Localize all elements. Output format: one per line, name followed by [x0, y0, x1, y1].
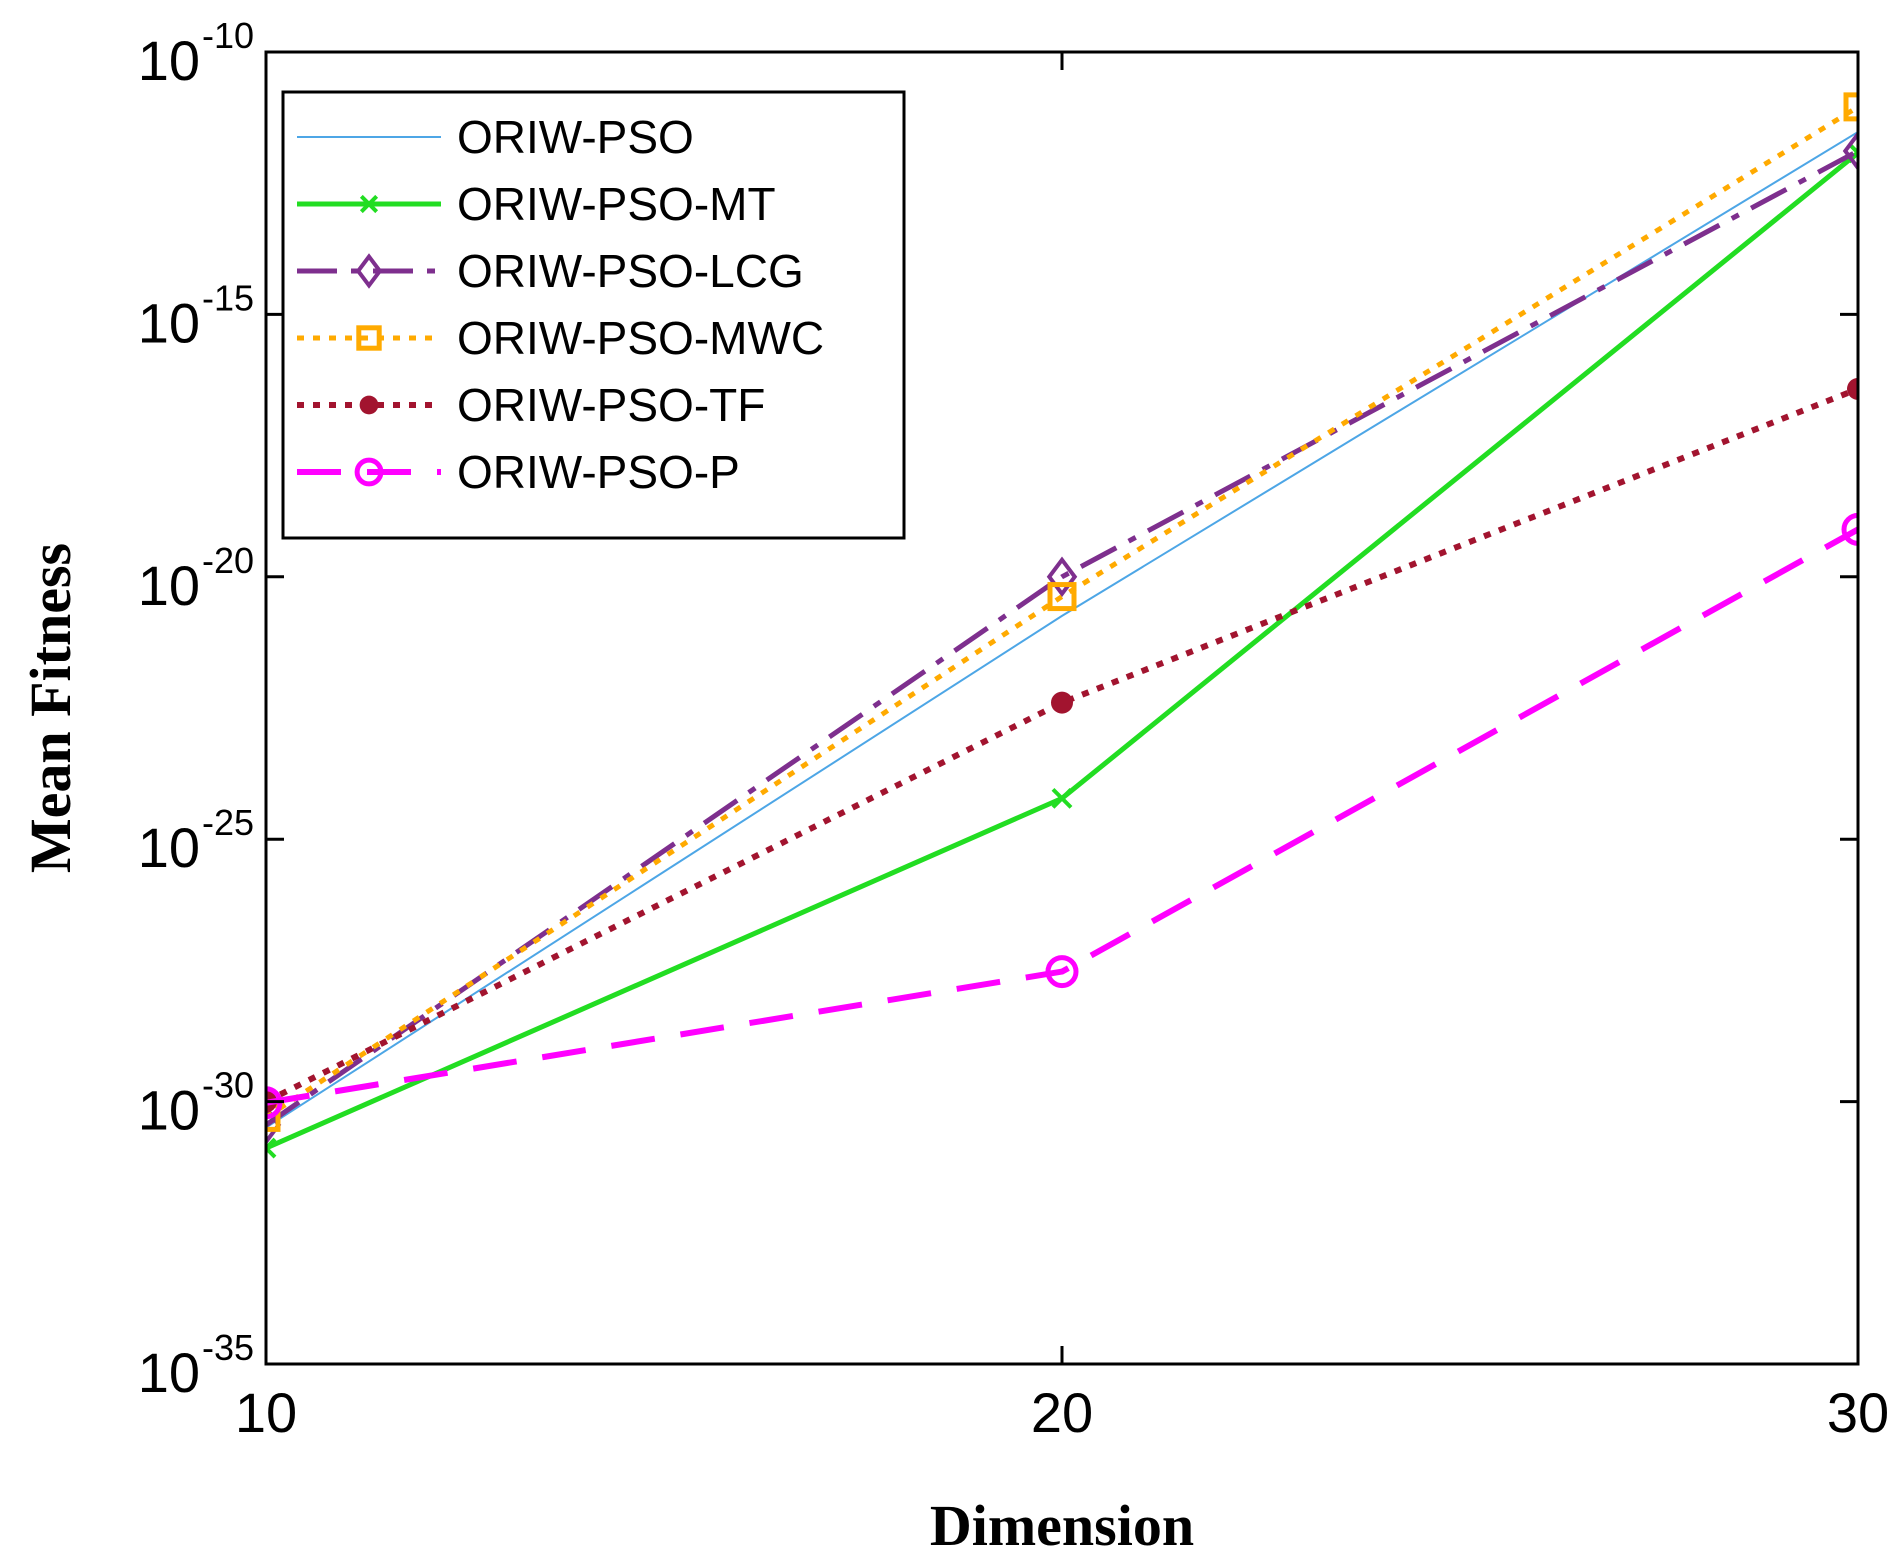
- y-tick-label: 10: [138, 291, 200, 354]
- series-oriw-pso-mwc: [266, 92, 1858, 1132]
- square-marker: [1843, 92, 1858, 122]
- y-tick-exponent: -10: [202, 15, 254, 56]
- legend-item: ORIW-PSO: [297, 111, 694, 163]
- legend-label: ORIW-PSO-MWC: [457, 312, 824, 364]
- dot-marker: [1051, 691, 1073, 714]
- series-line: [266, 386, 1858, 1105]
- square-marker: [266, 1102, 281, 1132]
- y-tick-label: 10: [138, 554, 200, 617]
- circle-marker: [1045, 955, 1079, 989]
- legend-item: ORIW-PSO-TF: [297, 379, 765, 431]
- legend-item: ORIW-PSO-LCG: [297, 245, 804, 297]
- y-tick-exponent: -15: [202, 277, 254, 318]
- diamond-marker: [266, 1104, 282, 1146]
- series-line: [266, 148, 1858, 1127]
- diamond-marker: [355, 253, 383, 289]
- y-tick-exponent: -30: [202, 1065, 254, 1106]
- x-tick-label: 30: [1827, 1381, 1889, 1444]
- series-layer: [266, 92, 1858, 1159]
- x-marker: [266, 1137, 277, 1159]
- y-tick-exponent: -35: [202, 1327, 254, 1368]
- y-axis-title: Mean Fitness: [18, 543, 83, 873]
- dot-marker: [359, 395, 379, 415]
- y-tick-label: 10: [138, 29, 200, 92]
- x-tick-label: 20: [1031, 1381, 1093, 1444]
- legend-item: ORIW-PSO-P: [297, 446, 740, 498]
- legend-label: ORIW-PSO-TF: [457, 379, 765, 431]
- y-tick-exponent: -20: [202, 540, 254, 581]
- y-tick-label: 10: [138, 1341, 200, 1404]
- square-marker: [356, 325, 382, 351]
- x-marker: [1051, 787, 1073, 809]
- series-line: [266, 526, 1858, 1106]
- legend-item: ORIW-PSO-MT: [297, 178, 776, 230]
- series-line: [266, 104, 1858, 1120]
- diamond-marker: [1046, 556, 1078, 598]
- legend-label: ORIW-PSO-P: [457, 446, 740, 498]
- diamond-marker: [1842, 130, 1858, 172]
- series-line: [266, 131, 1858, 1129]
- y-tick-exponent: -25: [202, 802, 254, 843]
- legend-label: ORIW-PSO: [457, 111, 694, 163]
- dot-marker: [1847, 377, 1858, 400]
- square-marker: [1047, 582, 1077, 612]
- series-oriw-pso: [266, 131, 1858, 1129]
- axis-ticks: [264, 50, 1860, 1366]
- legend: ORIW-PSO ORIW-PSO-MT ORIW-PSO-LCG ORIW-PSO-…: [281, 90, 906, 540]
- x-axis-title: Dimension: [930, 1493, 1194, 1558]
- circle-marker: [354, 457, 384, 487]
- legend-label: ORIW-PSO-MT: [457, 178, 776, 230]
- x-marker: [359, 194, 379, 214]
- y-tick-label: 10: [138, 1079, 200, 1142]
- circle-marker: [1841, 512, 1858, 546]
- legend-item: ORIW-PSO-MWC: [297, 312, 824, 364]
- legend-label: ORIW-PSO-LCG: [457, 245, 804, 297]
- legend-box: [281, 90, 906, 540]
- series-oriw-pso-lcg: [266, 130, 1858, 1146]
- y-tick-label: 10: [138, 816, 200, 879]
- x-tick-labels: 10 20 30: [235, 1381, 1889, 1444]
- x-tick-label: 10: [235, 1381, 297, 1444]
